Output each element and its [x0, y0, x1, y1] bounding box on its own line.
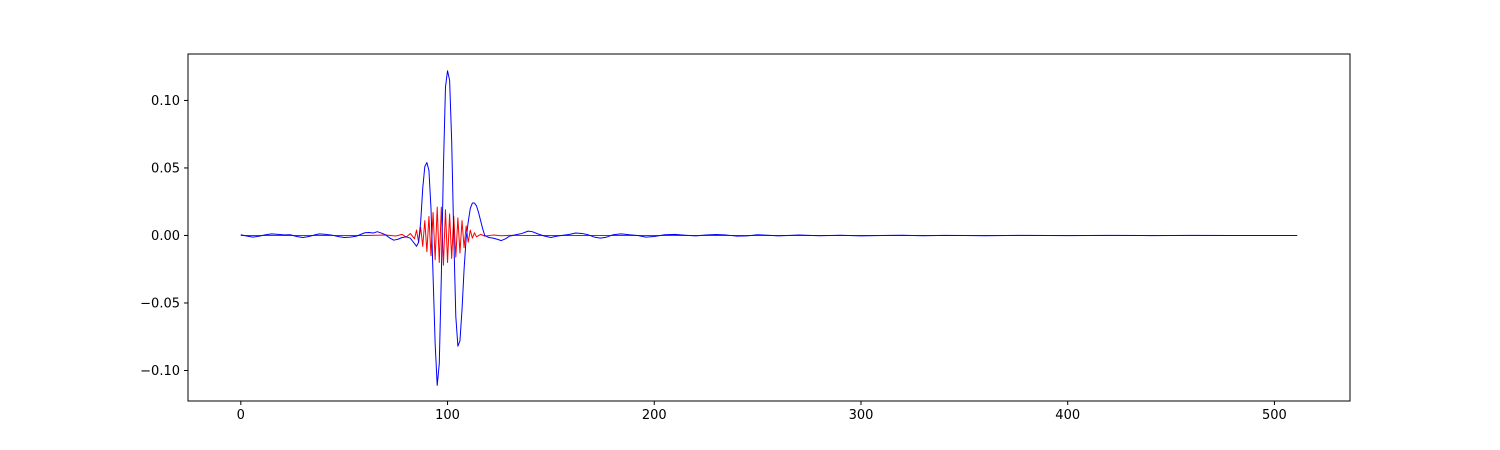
- x-tick-label: 300: [849, 408, 874, 423]
- x-axis: 0 100 200 300 400 500: [237, 401, 1287, 423]
- plot-frame: [187, 53, 1351, 402]
- x-tick-label: 0: [237, 408, 245, 423]
- series-layer: [240, 70, 1298, 386]
- y-tick-label: 0.05: [151, 161, 180, 176]
- y-tick-label: 0.00: [151, 229, 180, 244]
- y-tick-label: 0.10: [151, 94, 180, 109]
- x-tick-label: 500: [1262, 408, 1287, 423]
- x-tick-label: 200: [642, 408, 667, 423]
- x-tick-label: 100: [435, 408, 460, 423]
- y-tick-label: −0.05: [140, 296, 180, 311]
- series-line-2: [240, 70, 1298, 386]
- x-tick-label: 400: [1055, 408, 1080, 423]
- y-axis: −0.10 −0.05 0.00 0.05 0.10: [140, 94, 188, 379]
- y-tick-label: −0.10: [140, 364, 180, 379]
- series-line-1: [240, 206, 1298, 266]
